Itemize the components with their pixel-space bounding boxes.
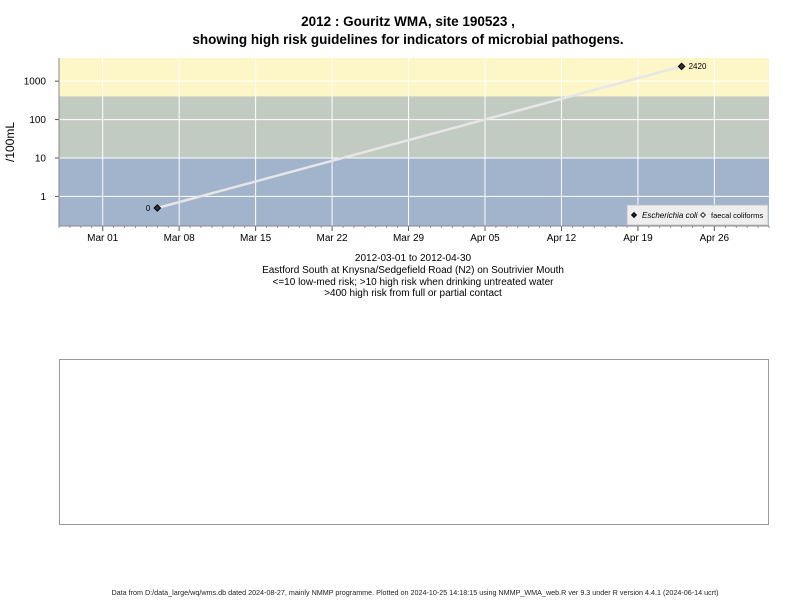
x-tick-label: Mar 15 [240, 233, 272, 244]
x-tick-label: Apr 05 [470, 233, 500, 244]
data-point [153, 204, 162, 212]
x-tick-label: Mar 29 [393, 233, 425, 244]
risk-band-0 [59, 58, 769, 97]
date-range-label: 2012-03-01 to 2012-04-30 [354, 253, 472, 264]
legend-label: faecal coliforms [711, 211, 763, 220]
y-tick-label: 1000 [24, 77, 47, 88]
y-tick-label: 1 [40, 192, 46, 203]
x-tick-label: Apr 12 [547, 233, 577, 244]
legend-box [626, 204, 769, 226]
y-tick-label: 10 [35, 153, 47, 164]
empty-plot-panel [59, 359, 769, 525]
y-axis-label: /100mL [3, 122, 17, 162]
guideline-contact-label: >400 high risk from full or partial cont… [324, 288, 502, 299]
legend-marker-open [699, 211, 707, 219]
footer-note: Data from D:/data_large/wq/wms.db dated … [111, 588, 719, 597]
data-label: 0 [146, 204, 151, 213]
data-point [677, 62, 686, 71]
chart-title-line-2: showing high risk guidelines for indicat… [192, 32, 624, 47]
x-tick-label: Apr 19 [623, 233, 653, 244]
data-label: 2420 [689, 62, 707, 71]
x-tick-label: Mar 22 [317, 233, 349, 244]
series-line [156, 65, 682, 210]
x-tick-label: Mar 08 [164, 233, 196, 244]
chart-title-line-1: 2012 : Gouritz WMA, site 190523 , [301, 14, 515, 29]
risk-band-1 [59, 96, 769, 158]
legend-label: Escherichia coli [642, 211, 698, 220]
legend-marker-filled [630, 211, 638, 219]
y-tick-label: 100 [29, 115, 46, 126]
x-tick-label: Mar 01 [87, 233, 119, 244]
guideline-drinking-label: <=10 low-med risk; >10 high risk when dr… [272, 277, 554, 288]
site-description-label: Eastford South at Knysna/Sedgefield Road… [262, 265, 564, 276]
x-tick-label: Apr 26 [700, 233, 730, 244]
